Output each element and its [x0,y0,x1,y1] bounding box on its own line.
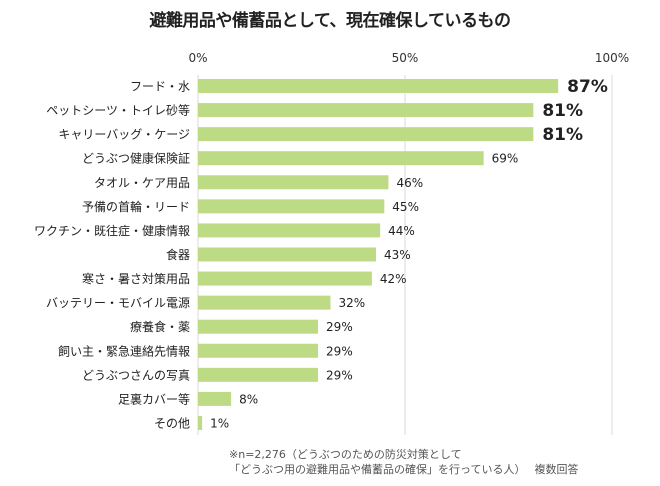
category-label: キャリーバッグ・ケージ [58,128,190,142]
data-label: 42% [380,272,407,286]
footnote-line-2: 「どうぶつ用の避難用品や備蓄品の確保」を行っている人） 複数回答 [229,463,579,476]
bar [198,247,377,262]
data-label: 1% [210,416,229,430]
x-tick-label: 0% [188,51,207,65]
data-label: 45% [392,200,419,214]
x-tick-label: 100% [595,51,629,65]
bar [198,391,232,406]
bar [198,319,319,334]
data-label: 8% [239,392,258,406]
data-label: 44% [388,224,415,238]
category-label: 寒さ・暑さ対策用品 [82,271,190,286]
chart-title: 避難用品や備蓄品として、現在確保しているもの [149,11,511,31]
category-label: その他 [154,416,190,430]
data-label: 43% [384,248,411,262]
bar [198,271,372,286]
bar [198,223,381,238]
bar [198,199,385,214]
category-label: 療養食・薬 [130,319,190,334]
bar [198,175,389,190]
bar [198,79,559,93]
x-tick-label: 50% [392,51,419,65]
category-label: ワクチン・既往症・健康情報 [34,223,190,238]
data-label: 81% [542,125,583,145]
bar [198,415,203,430]
bar [198,151,484,166]
data-label: 46% [396,176,423,190]
data-label: 69% [492,152,519,166]
data-label: 87% [567,77,608,97]
bar [198,127,534,142]
data-label: 29% [326,368,353,382]
footnote-line-1: ※n=2,276（どうぶつのための防災対策として [229,448,462,461]
category-label: フード・水 [130,80,190,94]
data-label: 29% [326,320,353,334]
data-label: 32% [338,296,365,310]
bar [198,367,319,382]
category-label: 食器 [166,247,190,262]
category-label: ペットシーツ・トイレ砂等 [46,104,190,118]
category-label: 足裏カバー等 [118,391,190,406]
category-label: バッテリー・モバイル電源 [46,296,190,310]
category-label: どうぶつさんの写真 [82,368,190,382]
data-label: 81% [542,101,583,121]
bar [198,295,331,310]
category-label: 飼い主・緊急連絡先情報 [58,343,190,358]
category-label: タオル・ケア用品 [94,176,190,190]
data-label: 29% [326,344,353,358]
bar [198,343,319,358]
bar [198,103,534,118]
category-label: 予備の首輪・リード [82,199,190,214]
category-label: どうぶつ健康保険証 [82,151,190,166]
